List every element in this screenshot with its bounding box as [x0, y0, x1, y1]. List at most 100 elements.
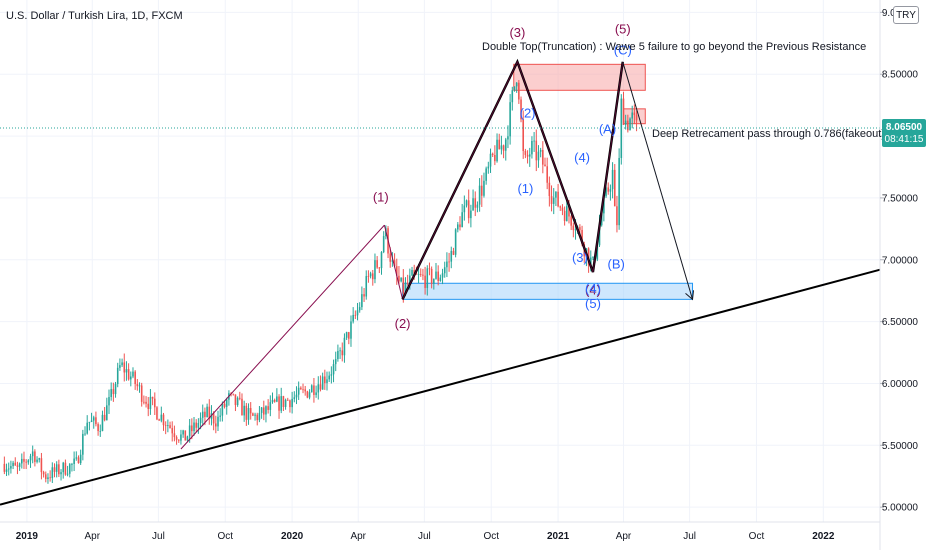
candle-body — [99, 430, 102, 432]
candle-body — [572, 225, 575, 231]
candle-body — [448, 261, 450, 263]
candle-body — [42, 472, 45, 475]
candle-body — [382, 236, 385, 253]
candle-body — [494, 155, 496, 162]
candle-body — [369, 273, 372, 277]
price-tick-label: 8.50000 — [882, 70, 919, 81]
candle-body — [559, 206, 562, 208]
candle-body — [247, 408, 250, 420]
candle-body — [73, 458, 75, 465]
candle-body — [330, 374, 333, 376]
candle-body — [579, 227, 581, 230]
candle-body — [391, 260, 394, 262]
candle-body — [443, 267, 446, 274]
candle-body — [380, 252, 383, 269]
candle-body — [164, 425, 167, 426]
candle-body — [548, 182, 551, 197]
symbol-title: U.S. Dollar / Turkish Lira, 1D, FXCM — [6, 10, 183, 22]
candle-body — [616, 206, 618, 226]
bar-countdown: 08:41:15 — [885, 134, 924, 145]
candle-body — [504, 139, 507, 151]
candle-body — [77, 457, 80, 464]
candle-body — [400, 277, 402, 282]
support-trendline — [0, 268, 881, 506]
candle-body — [260, 407, 263, 413]
candle-body — [265, 406, 267, 415]
wave-label: (4) — [585, 281, 601, 296]
candle-body — [241, 398, 243, 416]
candle-body — [402, 277, 405, 294]
candle-body — [304, 389, 307, 392]
candle-body — [3, 463, 6, 472]
time-tick-label: Apr — [616, 531, 632, 542]
candle-body — [352, 314, 354, 322]
candle-body — [273, 399, 276, 402]
candle-body — [106, 405, 108, 421]
candle-body — [145, 401, 147, 404]
candle-body — [249, 408, 252, 414]
candle-body — [138, 385, 141, 387]
trendline — [0, 268, 881, 506]
double-top-note: Double Top(Truncation) : Wawe 5 failure … — [482, 41, 866, 53]
wave-label: (1) — [373, 190, 389, 205]
candle-body — [439, 277, 442, 282]
candle-body — [321, 376, 324, 390]
candle-body — [123, 362, 126, 373]
projection-line — [622, 61, 693, 300]
candle-body — [223, 403, 226, 407]
candle-body — [201, 411, 204, 418]
last-price-badge: 8.06500 08:41:15 — [882, 119, 926, 148]
candle-body — [258, 412, 261, 421]
currency-selector[interactable]: TRY — [893, 6, 919, 24]
candle-body — [177, 439, 180, 441]
candle-body — [467, 200, 470, 219]
candle-body — [14, 462, 17, 466]
candle-body — [337, 350, 339, 360]
wave-label: (5) — [615, 21, 631, 36]
candle-body — [143, 401, 145, 403]
candle-body — [136, 384, 139, 387]
candle-body — [7, 468, 10, 470]
candle-body — [119, 365, 121, 368]
time-tick-label: Apr — [85, 531, 101, 542]
candle-body — [276, 396, 278, 402]
candle-body — [18, 463, 21, 467]
candle-body — [175, 437, 178, 440]
time-axis[interactable]: 2019 Apr Jul Oct 2020 Apr Jul Oct 2021 Apr Jul Oct 2… — [16, 531, 835, 542]
candle-body — [561, 207, 564, 211]
candle-body — [71, 464, 73, 465]
candle-body — [90, 420, 93, 422]
candle-body — [600, 213, 603, 226]
candle-body — [533, 140, 535, 142]
candle-body — [607, 187, 610, 192]
candle-body — [406, 282, 409, 284]
candle-body — [454, 229, 457, 255]
candle-body — [315, 392, 317, 395]
candle-body — [356, 310, 359, 316]
candle-body — [581, 229, 583, 245]
candle-body — [215, 423, 217, 427]
wave-label: (C) — [614, 42, 632, 57]
candle-body — [535, 140, 538, 161]
candle-body — [472, 198, 474, 211]
candle-body — [603, 196, 605, 214]
candle-body — [121, 362, 123, 366]
candle-body — [184, 430, 187, 441]
time-tick-label: Jul — [152, 531, 165, 542]
candle-body — [633, 112, 636, 116]
candle-body — [363, 294, 365, 297]
candle-body — [570, 216, 572, 226]
candle-body — [208, 406, 211, 419]
wave-label: (A) — [599, 122, 616, 137]
candle-body — [605, 187, 607, 197]
candle-body — [225, 399, 228, 407]
candle-body — [376, 260, 378, 268]
candle-body — [498, 139, 501, 150]
candle-body — [339, 350, 341, 352]
candle-body — [269, 402, 272, 410]
candle-body — [186, 436, 189, 441]
candle-body — [300, 387, 302, 390]
candle-body — [589, 257, 592, 266]
candle-body — [193, 422, 195, 432]
